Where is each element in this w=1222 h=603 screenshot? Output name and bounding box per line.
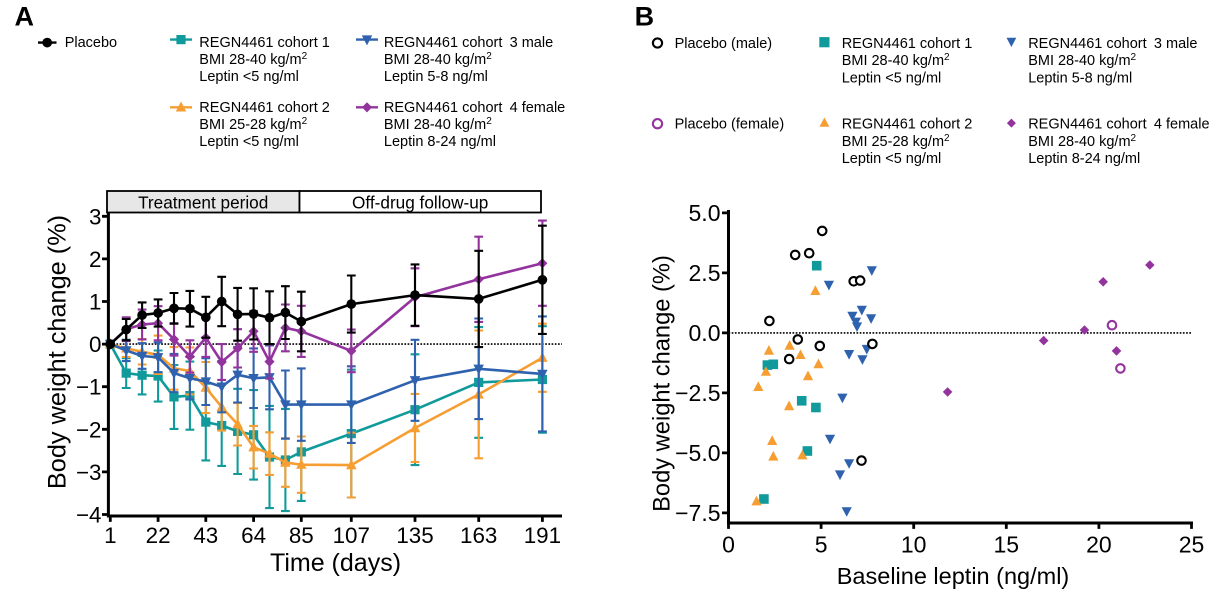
svg-text:−5.0: −5.0 bbox=[675, 440, 720, 466]
svg-text:Time (days): Time (days) bbox=[270, 549, 401, 577]
svg-text:−2: −2 bbox=[76, 417, 102, 442]
svg-text:BMI 25-28 kg/m2: BMI 25-28 kg/m2 bbox=[842, 133, 950, 150]
svg-text:BMI 28-40 kg/m2: BMI 28-40 kg/m2 bbox=[199, 51, 307, 68]
svg-text:163: 163 bbox=[460, 523, 497, 548]
svg-text:135: 135 bbox=[396, 523, 433, 548]
svg-text:3: 3 bbox=[89, 204, 101, 229]
svg-text:Leptin 5-8 ng/ml: Leptin 5-8 ng/ml bbox=[1028, 71, 1132, 87]
svg-text:−1: −1 bbox=[76, 375, 102, 400]
svg-text:BMI 28-40 kg/m2: BMI 28-40 kg/m2 bbox=[842, 52, 950, 69]
svg-text:Placebo: Placebo bbox=[65, 35, 117, 51]
svg-text:REGN4461 cohort 4 female: REGN4461 cohort 4 female bbox=[384, 100, 565, 116]
svg-text:B: B bbox=[635, 2, 655, 32]
svg-text:85: 85 bbox=[289, 523, 314, 548]
svg-text:25: 25 bbox=[1179, 532, 1205, 558]
svg-text:Treatment period: Treatment period bbox=[138, 193, 268, 213]
svg-text:0: 0 bbox=[722, 532, 735, 558]
svg-text:Leptin <5 ng/ml: Leptin <5 ng/ml bbox=[842, 151, 942, 167]
svg-text:107: 107 bbox=[333, 523, 370, 548]
svg-text:−4: −4 bbox=[76, 503, 102, 528]
svg-text:Leptin 5-8 ng/ml: Leptin 5-8 ng/ml bbox=[384, 69, 488, 85]
svg-text:Leptin 8-24 ng/ml: Leptin 8-24 ng/ml bbox=[384, 134, 496, 150]
svg-text:2.5: 2.5 bbox=[689, 260, 721, 286]
svg-text:REGN4461 cohort 2: REGN4461 cohort 2 bbox=[842, 116, 973, 132]
svg-text:0: 0 bbox=[89, 332, 101, 357]
svg-text:REGN4461 cohort 4 female: REGN4461 cohort 4 female bbox=[1028, 116, 1209, 132]
svg-text:43: 43 bbox=[193, 523, 218, 548]
svg-text:Placebo (male): Placebo (male) bbox=[675, 36, 773, 52]
svg-text:REGN4461 cohort 3 male: REGN4461 cohort 3 male bbox=[384, 35, 553, 51]
svg-text:64: 64 bbox=[241, 523, 266, 548]
svg-text:BMI 28-40 kg/m2: BMI 28-40 kg/m2 bbox=[1028, 133, 1136, 150]
svg-text:REGN4461 cohort 3 male: REGN4461 cohort 3 male bbox=[1028, 36, 1197, 52]
svg-text:BMI 28-40 kg/m2: BMI 28-40 kg/m2 bbox=[1028, 52, 1136, 69]
svg-text:BMI 28-40 kg/m2: BMI 28-40 kg/m2 bbox=[384, 51, 492, 68]
svg-text:−7.5: −7.5 bbox=[675, 500, 720, 526]
svg-text:1: 1 bbox=[104, 523, 116, 548]
svg-text:BMI 28-40 kg/m2: BMI 28-40 kg/m2 bbox=[384, 116, 492, 133]
svg-text:Leptin <5 ng/ml: Leptin <5 ng/ml bbox=[842, 71, 942, 87]
svg-text:22: 22 bbox=[146, 523, 171, 548]
svg-text:5.0: 5.0 bbox=[689, 200, 721, 226]
svg-text:Body weight change (%): Body weight change (%) bbox=[44, 215, 72, 489]
svg-text:15: 15 bbox=[994, 532, 1020, 558]
svg-text:−3: −3 bbox=[76, 460, 102, 485]
svg-text:−2.5: −2.5 bbox=[675, 380, 720, 406]
svg-text:Leptin <5 ng/ml: Leptin <5 ng/ml bbox=[199, 69, 299, 85]
svg-text:Body weight change (%): Body weight change (%) bbox=[649, 255, 675, 512]
svg-text:2: 2 bbox=[89, 247, 101, 272]
svg-text:Leptin 8-24 ng/ml: Leptin 8-24 ng/ml bbox=[1028, 151, 1140, 167]
svg-text:1: 1 bbox=[89, 290, 101, 315]
svg-text:REGN4461 cohort 1: REGN4461 cohort 1 bbox=[842, 36, 973, 52]
svg-text:Placebo (female): Placebo (female) bbox=[675, 116, 785, 132]
svg-text:20: 20 bbox=[1086, 532, 1112, 558]
svg-text:Baseline leptin (ng/ml): Baseline leptin (ng/ml) bbox=[837, 563, 1070, 589]
svg-text:Off-drug follow-up: Off-drug follow-up bbox=[352, 193, 488, 213]
svg-text:BMI 25-28 kg/m2: BMI 25-28 kg/m2 bbox=[199, 116, 307, 133]
svg-text:10: 10 bbox=[901, 532, 927, 558]
svg-text:REGN4461 cohort 1: REGN4461 cohort 1 bbox=[199, 35, 330, 51]
svg-text:5: 5 bbox=[815, 532, 828, 558]
svg-text:0.0: 0.0 bbox=[689, 320, 721, 346]
svg-text:Leptin <5 ng/ml: Leptin <5 ng/ml bbox=[199, 134, 299, 150]
svg-text:191: 191 bbox=[524, 523, 561, 548]
svg-text:REGN4461 cohort 2: REGN4461 cohort 2 bbox=[199, 100, 330, 116]
svg-text:A: A bbox=[15, 2, 35, 32]
